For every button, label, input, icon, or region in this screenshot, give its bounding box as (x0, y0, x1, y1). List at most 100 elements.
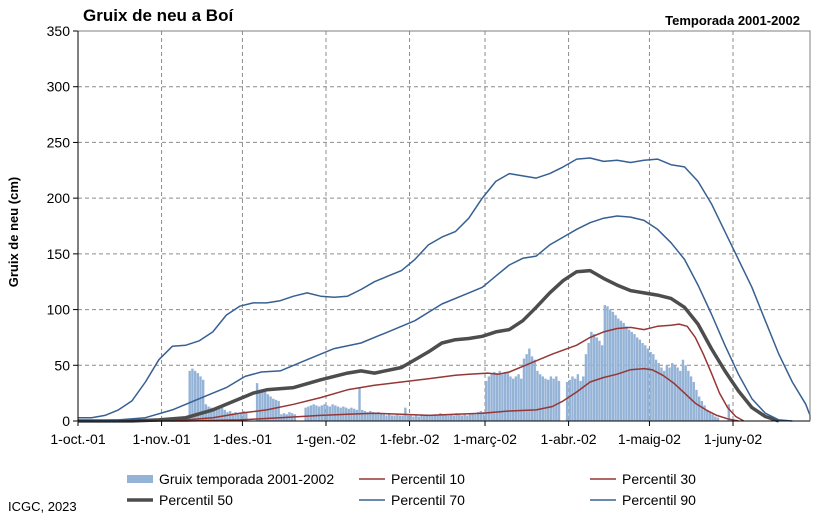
snow-depth-bar (231, 413, 235, 421)
snow-depth-bar (261, 390, 264, 421)
percentil-50-line (78, 268, 780, 423)
snow-depth-bar (509, 376, 512, 421)
snow-depth-bar (382, 414, 385, 421)
snow-depth-bar (592, 334, 596, 421)
snow-depth-bar (255, 383, 259, 421)
snow-depth-bar (323, 404, 326, 421)
snow-depth-bar (641, 343, 644, 421)
legend-label: Percentil 10 (391, 471, 465, 487)
snow-depth-bar (191, 368, 194, 421)
snow-depth-bar (695, 389, 698, 421)
snow-depth-bar (474, 414, 477, 421)
snow-depth-bar (358, 387, 361, 421)
y-tick-label: 250 (47, 134, 71, 150)
snow-depth-bar (196, 373, 199, 421)
snow-depth-bar (606, 306, 609, 421)
snow-depth-bar (625, 326, 628, 421)
snow-depth-bar (374, 413, 377, 421)
snow-depth-bar (716, 417, 720, 421)
x-tick-label: 1-nov.-01 (133, 431, 191, 447)
x-tick-label: 1-febr.-02 (380, 431, 440, 447)
snow-depth-bar (188, 370, 191, 421)
snow-depth-bar (263, 392, 267, 421)
snow-depth-bar (212, 408, 216, 421)
snow-depth-bar (352, 408, 356, 421)
snow-depth-bar (476, 412, 480, 421)
snow-depth-bar (565, 382, 569, 421)
snow-depth-bar (439, 413, 442, 421)
snow-depth-bar (530, 356, 534, 421)
snow-depth-bar (242, 410, 245, 421)
snow-depth-bar (684, 365, 687, 421)
x-tick-label: 1-març-02 (453, 431, 517, 447)
snow-depth-bar (449, 414, 453, 421)
snow-depth-bar (320, 405, 323, 421)
snow-depth-bar (552, 378, 555, 421)
snow-depth-bar (614, 315, 617, 421)
snow-depth-bar (447, 415, 450, 421)
snow-depth-bar (598, 340, 601, 421)
snow-depth-bar (328, 406, 332, 421)
snow-depth-bar (668, 367, 671, 421)
snow-depth-bar (325, 405, 329, 421)
snow-depth-bar (525, 354, 528, 421)
snow-depth-bar (458, 414, 461, 421)
snow-depth-bar (644, 345, 647, 421)
snow-depth-bar (409, 415, 412, 421)
snow-depth-bar (331, 404, 334, 421)
snow-depth-bar (317, 406, 321, 421)
snow-depth-bar (590, 331, 593, 421)
snow-depth-bar (485, 380, 488, 421)
snow-depth-bar (571, 376, 574, 421)
snow-depth-bar (226, 412, 229, 421)
snow-depth-bar (506, 373, 509, 421)
snow-depth-bar (412, 416, 415, 421)
snow-depth-bar (638, 339, 642, 421)
snow-depth-bar (201, 379, 205, 421)
legend-label: Gruix temporada 2001-2002 (159, 471, 334, 487)
snow-depth-bar (557, 380, 561, 421)
snow-depth-bar (401, 415, 404, 421)
snow-depth-bar (573, 378, 577, 421)
snow-depth-bar (555, 376, 558, 421)
snow-depth-bar (501, 374, 504, 421)
snow-depth-bar (673, 365, 677, 421)
snow-depth-bar (406, 415, 410, 421)
snow-depth-bar (441, 415, 445, 421)
snow-depth-bar (479, 410, 483, 421)
snow-depth-bar (266, 394, 270, 421)
snow-depth-bar (711, 414, 714, 421)
snow-depth-bar (700, 400, 704, 421)
snow-depth-bar (679, 370, 682, 421)
snow-depth-bar (487, 376, 491, 421)
snow-depth-bar (627, 329, 631, 421)
snow-depth-bar (652, 354, 655, 421)
snow-depth-bar (436, 415, 439, 421)
snow-depth-bar (366, 412, 369, 421)
y-tick-label: 300 (47, 79, 71, 95)
snow-depth-bar (377, 412, 380, 421)
snow-depth-bar (355, 409, 359, 421)
snow-depth-bar (600, 345, 604, 421)
snow-depth-bar (633, 334, 636, 421)
snow-depth-bar (681, 359, 685, 421)
snow-depth-bar (361, 409, 364, 421)
gridlines (78, 30, 810, 421)
snow-depth-bar (393, 415, 396, 421)
snow-depth-bar (676, 367, 679, 421)
snow-depth-bar (309, 405, 313, 421)
snow-depth-bar (609, 309, 612, 421)
snow-depth-bar (579, 380, 582, 421)
snow-depth-bar (536, 370, 539, 421)
snow-depth-bar (544, 378, 547, 421)
snow-depth-bar (538, 374, 542, 421)
snow-depth-bar (547, 379, 550, 421)
chart-title: Gruix de neu a Boí (83, 6, 234, 25)
y-axis-label: Gruix de neu (cm) (6, 177, 21, 288)
snow-depth-bar (228, 410, 232, 421)
snow-depth-bar (528, 348, 531, 421)
snow-depth-bar (245, 412, 248, 421)
snow-depth-bar (417, 416, 421, 421)
snow-depth-bar (274, 399, 278, 421)
snow-depth-bar (433, 414, 437, 421)
